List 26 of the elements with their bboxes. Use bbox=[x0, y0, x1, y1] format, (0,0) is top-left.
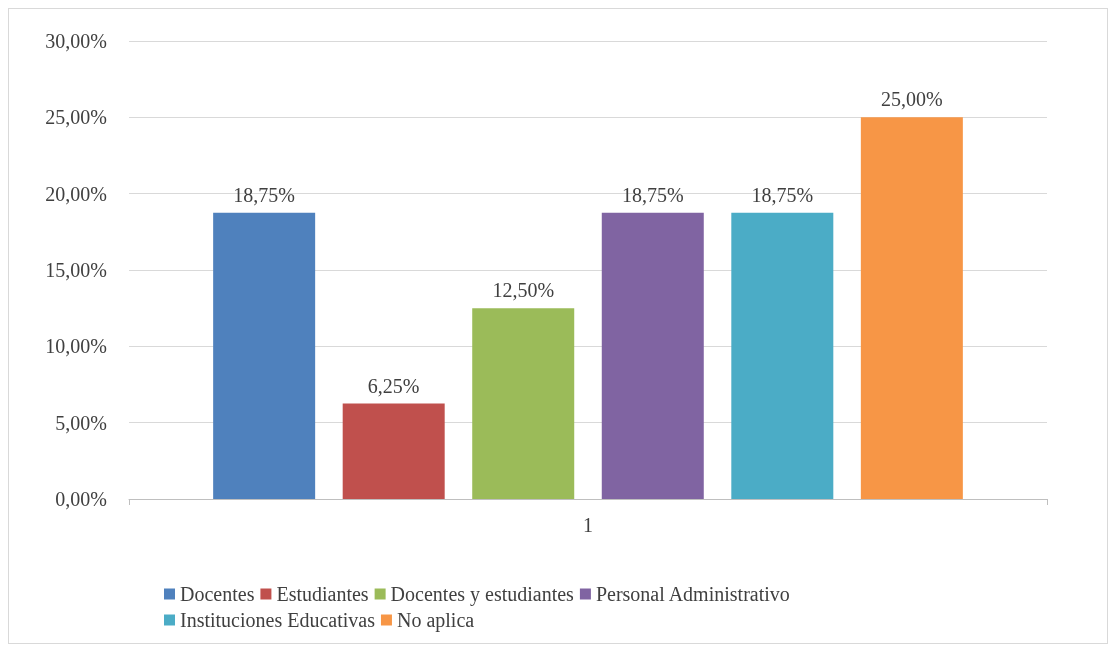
bar bbox=[342, 403, 445, 499]
y-tick-label: 25,00% bbox=[45, 106, 107, 129]
bar bbox=[860, 117, 963, 499]
data-label: 18,75% bbox=[621, 183, 684, 206]
legend-label: Docentes y estudiantes bbox=[390, 583, 575, 606]
legend-label: Docentes bbox=[180, 583, 255, 605]
y-tick-label: 15,00% bbox=[45, 259, 107, 281]
legend-label: Personal Administrativo bbox=[595, 583, 790, 605]
legend-label: Estudiantes bbox=[276, 583, 369, 605]
data-label: 6,25% bbox=[367, 374, 420, 397]
y-tick-label: 0,00% bbox=[55, 488, 107, 510]
data-label: 18,75% bbox=[751, 183, 814, 206]
legend-label: No aplica bbox=[396, 609, 475, 632]
x-tick-label: 1 bbox=[583, 514, 593, 536]
y-tick-label: 5,00% bbox=[55, 411, 107, 434]
y-tick-label: 30,00% bbox=[45, 30, 107, 52]
data-label: 18,75% bbox=[233, 183, 295, 206]
bar bbox=[472, 308, 575, 499]
data-label: 25,00% bbox=[881, 88, 943, 111]
data-label: 12,50% bbox=[492, 279, 555, 302]
bar bbox=[731, 212, 834, 499]
bar bbox=[213, 212, 316, 499]
bar bbox=[601, 212, 704, 499]
y-tick-label: 20,00% bbox=[45, 182, 107, 205]
y-tick-label: 10,00% bbox=[45, 335, 107, 358]
legend-label: Instituciones Educativas bbox=[180, 609, 376, 631]
